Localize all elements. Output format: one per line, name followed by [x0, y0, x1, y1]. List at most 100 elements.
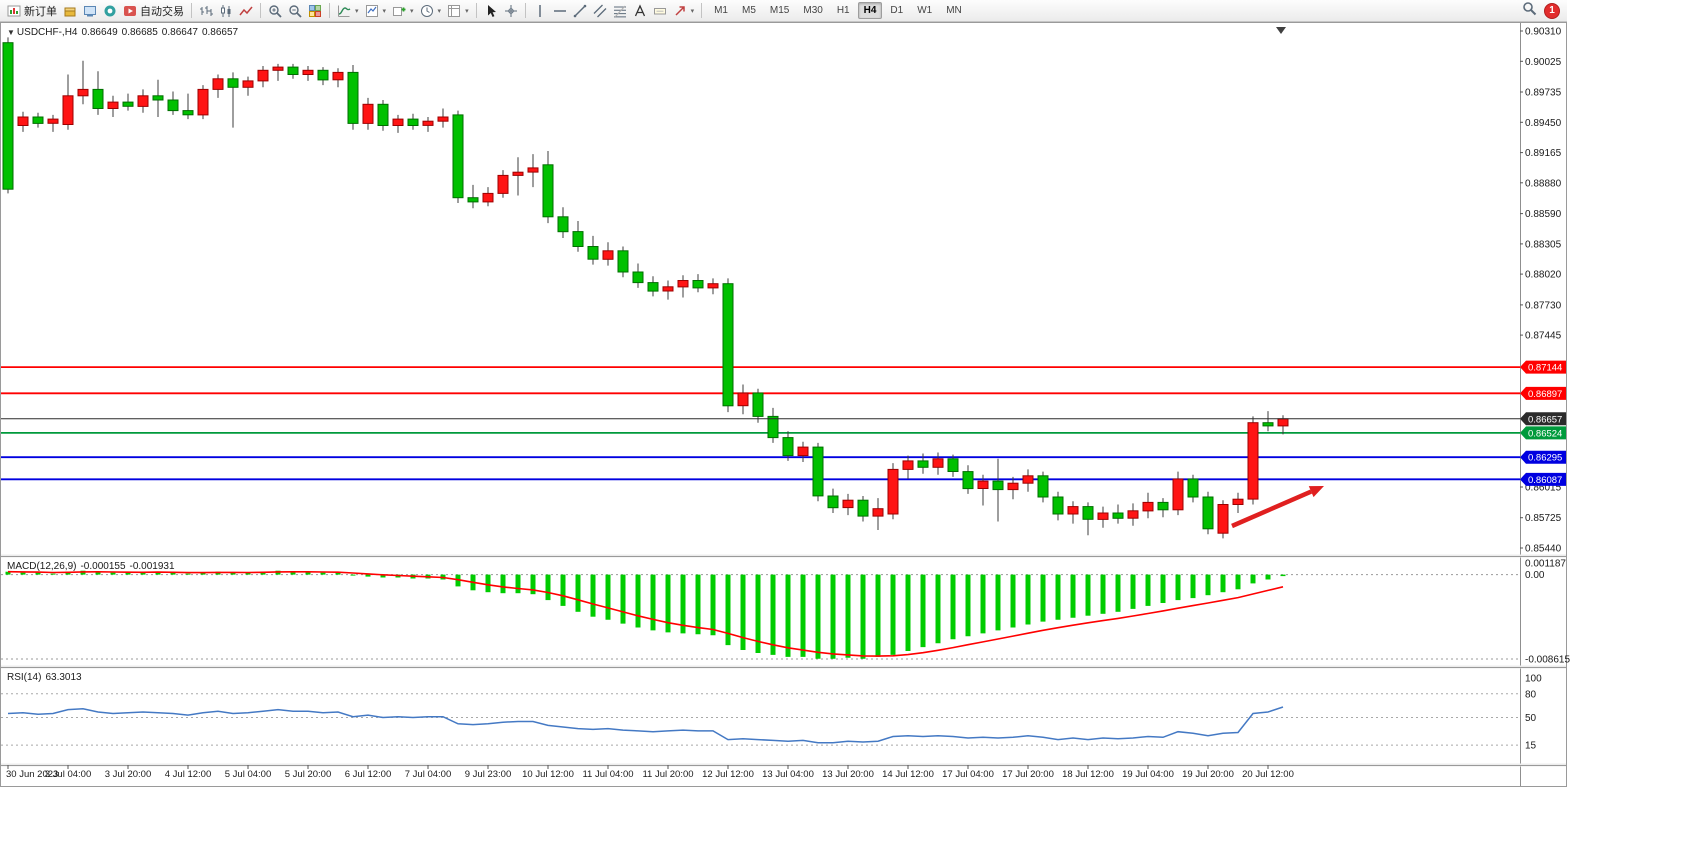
search-icon[interactable] — [1522, 1, 1537, 21]
date-tick-label[interactable]: 6 Jul 12:00 — [345, 769, 391, 780]
dropdown-caret-icon[interactable]: ▾ — [355, 7, 359, 15]
market-package-button[interactable] — [60, 1, 80, 21]
timeframe-M15[interactable]: M15 — [769, 5, 790, 16]
horizontal-line-tool-button[interactable] — [550, 1, 570, 21]
dropdown-caret-icon[interactable]: ▾ — [437, 7, 442, 15]
candlestick-mode-button[interactable] — [216, 1, 236, 21]
zoom-out-button[interactable] — [285, 1, 305, 21]
vertical-line-tool-button[interactable] — [530, 1, 550, 21]
dropdown-caret-icon[interactable]: ▾ — [690, 7, 695, 15]
charts-group-button[interactable]: ▾ — [362, 1, 390, 21]
text-tool-button[interactable] — [630, 1, 650, 21]
date-tick-label[interactable]: 10 Jul 12:00 — [522, 769, 574, 780]
trendline-tool-button[interactable] — [570, 1, 590, 21]
arrows-tool-button[interactable]: ▾ — [670, 1, 698, 21]
date-tick-label[interactable]: 20 Jul 12:00 — [1242, 769, 1294, 780]
dropdown-caret-icon[interactable]: ▾ — [465, 7, 469, 15]
one-click-trading-toggle-icon[interactable]: ▼ — [7, 28, 15, 37]
timeframe-D1[interactable]: D1 — [890, 5, 904, 16]
new-order-button[interactable]: 新订单 — [4, 1, 60, 21]
candle — [677, 280, 689, 288]
timeframe-W1[interactable]: W1 — [917, 5, 933, 16]
text-label-tool-button[interactable] — [650, 1, 670, 21]
date-tick-label[interactable]: 17 Jul 20:00 — [1002, 769, 1054, 780]
candle — [227, 78, 239, 88]
candle — [857, 499, 869, 517]
candle — [1007, 482, 1019, 491]
candle — [257, 69, 269, 82]
macd-axis-label: -0.008615 — [1525, 655, 1570, 666]
rsi-name: RSI(14) — [7, 672, 42, 683]
candle — [1052, 496, 1064, 515]
candle — [362, 103, 374, 124]
toolbar-separator — [329, 3, 330, 18]
new-chart-button[interactable]: ▾ — [389, 1, 417, 21]
date-tick-label[interactable]: 4 Jul 12:00 — [165, 769, 211, 780]
date-tick-label[interactable]: 7 Jul 04:00 — [405, 769, 451, 780]
indicators-button[interactable]: ▾ — [334, 1, 362, 21]
annotation-arrow[interactable] — [1231, 489, 1313, 529]
date-tick-label[interactable]: 9 Jul 23:00 — [465, 769, 511, 780]
community-button[interactable] — [100, 1, 120, 21]
new-chart-icon — [392, 4, 406, 18]
timeframe-M5[interactable]: M5 — [742, 5, 756, 16]
candle — [347, 71, 359, 124]
date-tick-label[interactable]: 17 Jul 04:00 — [942, 769, 994, 780]
arrows-icon — [673, 4, 687, 18]
tile-windows-button[interactable] — [305, 1, 325, 21]
date-tick-label[interactable]: 30 Jun 2023 — [6, 769, 58, 780]
tile-windows-icon — [308, 4, 322, 18]
candle — [1217, 504, 1229, 534]
notification-badge[interactable]: 1 — [1544, 2, 1560, 19]
date-tick-label[interactable]: 12 Jul 12:00 — [702, 769, 754, 780]
candle — [662, 286, 674, 292]
date-tick-label[interactable]: 5 Jul 04:00 — [225, 769, 271, 780]
date-tick-label[interactable]: 13 Jul 04:00 — [762, 769, 814, 780]
equidistant-channel-tool-button[interactable] — [590, 1, 610, 21]
bar-chart-mode-button[interactable] — [196, 1, 216, 21]
macd-name: MACD(12,26,9) — [7, 561, 77, 572]
price-tick-label: 0.85440 — [1525, 544, 1562, 555]
fibonacci-tool-button[interactable] — [610, 1, 630, 21]
horizontal-line-icon — [553, 4, 567, 18]
date-tick-label[interactable]: 18 Jul 12:00 — [1062, 769, 1114, 780]
candle — [47, 118, 59, 124]
period-presets-button[interactable]: ▾ — [417, 1, 445, 21]
zoom-in-button[interactable] — [265, 1, 285, 21]
autotrade-icon — [123, 4, 137, 18]
rsi-indicator-label: RSI(14) 63.3013 — [7, 672, 86, 683]
date-tick-label[interactable]: 19 Jul 20:00 — [1182, 769, 1234, 780]
timeframe-M1[interactable]: M1 — [714, 5, 728, 16]
date-tick-label[interactable]: 11 Jul 04:00 — [582, 769, 633, 780]
date-tick-label[interactable]: 14 Jul 12:00 — [882, 769, 934, 780]
timeframe-M30[interactable]: M30 — [803, 5, 823, 16]
candle — [692, 280, 704, 289]
cursor-tool-button[interactable] — [481, 1, 501, 21]
chart-shift-marker[interactable] — [1276, 27, 1286, 34]
line-chart-mode-button[interactable] — [236, 1, 256, 21]
candle — [647, 282, 659, 292]
timeframe-H4[interactable]: H4 — [857, 2, 883, 19]
date-tick-label[interactable]: 5 Jul 20:00 — [285, 769, 331, 780]
chart-template-button[interactable]: ▾ — [444, 1, 472, 21]
publish-chart-button[interactable] — [80, 1, 100, 21]
dropdown-caret-icon[interactable]: ▾ — [410, 7, 414, 15]
crosshair-tool-button[interactable] — [501, 1, 521, 21]
timeframe-H1[interactable]: H1 — [836, 5, 850, 16]
date-tick-label[interactable]: 11 Jul 20:00 — [642, 769, 693, 780]
timeframe-toolbar: M1 M5 M15 M30 H1 H4 D1 W1 MN — [707, 2, 969, 19]
current-price-badge-label: 0.86657 — [1528, 414, 1562, 425]
date-tick-label[interactable]: 13 Jul 20:00 — [822, 769, 874, 780]
community-icon — [103, 4, 117, 18]
timeframe-MN[interactable]: MN — [946, 5, 962, 16]
candle — [767, 415, 779, 439]
date-tick-label[interactable]: 3 Jul 20:00 — [105, 769, 151, 780]
date-tick-label[interactable]: 3 Jul 04:00 — [45, 769, 91, 780]
date-tick-label[interactable]: 19 Jul 04:00 — [1122, 769, 1174, 780]
autotrade-button[interactable]: 自动交易 — [120, 1, 187, 21]
dropdown-caret-icon[interactable]: ▾ — [382, 7, 387, 15]
candle — [1127, 510, 1139, 519]
price-tick-label: 0.89735 — [1525, 88, 1562, 99]
candle — [992, 480, 1004, 491]
